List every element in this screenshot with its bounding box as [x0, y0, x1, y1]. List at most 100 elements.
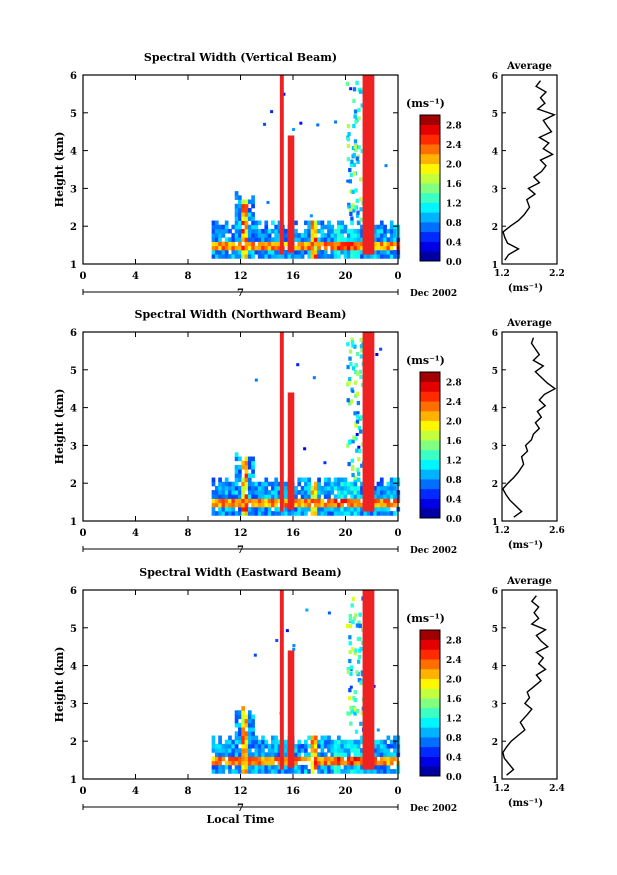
- heat-cell: [277, 748, 282, 753]
- heat-cell: [244, 739, 249, 745]
- heat-cell: [304, 756, 308, 762]
- heat-cell: [393, 477, 397, 483]
- average-title: Average: [506, 318, 552, 329]
- heat-cell: [386, 481, 391, 487]
- heat-cell: [297, 245, 302, 251]
- heat-cell: [383, 224, 387, 230]
- heat-cell: [346, 498, 351, 504]
- average-y-tick-label: 5: [492, 367, 498, 377]
- heat-cell: [264, 237, 269, 242]
- average-y-tick-label: 3: [492, 185, 498, 195]
- heat-cell: [247, 490, 252, 495]
- heat-cell: [211, 506, 216, 512]
- heat-cell: [304, 237, 308, 242]
- heat-cell: [373, 511, 378, 516]
- heat-cell: [376, 764, 381, 770]
- heat-cell: [333, 245, 338, 251]
- heat-cell: [379, 254, 384, 259]
- colorbar-tick-label: 0.8: [446, 219, 462, 229]
- heat-cell: [264, 506, 269, 512]
- heat-cell: [277, 760, 282, 766]
- heat-cell: [221, 494, 226, 499]
- x-axis-label: Local Time: [207, 813, 275, 826]
- heat-cell: [261, 241, 265, 247]
- heat-cell: [379, 511, 384, 516]
- heat-cell: [267, 752, 272, 757]
- average-y-tick-label: 4: [492, 663, 498, 673]
- heat-cell: [254, 764, 259, 770]
- heat-cell: [261, 764, 265, 770]
- heat-cell: [257, 254, 262, 259]
- heat-cell: [337, 228, 341, 234]
- heat-cell: [247, 477, 252, 483]
- heat-cell: [241, 228, 246, 234]
- heat-cell: [310, 764, 315, 770]
- heat-cell: [224, 739, 229, 745]
- average-x-label: (ms⁻¹): [508, 540, 543, 551]
- heat-cell: [300, 506, 305, 512]
- colorbar-step: [420, 727, 440, 738]
- heat-cell: [349, 665, 354, 670]
- heat-cell: [284, 237, 288, 242]
- heat-cell: [360, 670, 364, 675]
- heat-cell: [304, 498, 308, 504]
- heat-cell: [267, 254, 272, 259]
- heat-cell: [353, 245, 358, 251]
- heat-cell: [224, 498, 229, 504]
- heat-cell: [284, 760, 288, 766]
- heat-cell: [284, 490, 288, 495]
- heat-cell: [257, 249, 262, 255]
- heat-cell: [228, 756, 232, 762]
- colorbar-step: [420, 668, 440, 679]
- heat-cell: [340, 481, 345, 487]
- heat-cell: [251, 224, 255, 230]
- heat-cell: [257, 237, 262, 242]
- heat-cell: [317, 752, 321, 757]
- heat-cell: [234, 752, 239, 757]
- heat-cell: [389, 233, 394, 238]
- heat-cell: [352, 87, 357, 92]
- heat-cell: [356, 485, 361, 491]
- heat-cell: [263, 122, 267, 126]
- heat-cell: [317, 494, 321, 499]
- heat-cell: [379, 220, 384, 226]
- heat-cell: [343, 752, 348, 757]
- heat-cell: [244, 207, 249, 213]
- colorbar-tick-label: 1.2: [446, 200, 462, 210]
- colorbar-step: [420, 639, 440, 650]
- x-tick-label: 16: [286, 786, 300, 797]
- heat-cell: [218, 224, 222, 230]
- average-profile-line: [502, 595, 550, 776]
- heat-cell: [337, 249, 341, 255]
- colorbar-step: [420, 698, 440, 709]
- heat-cell: [274, 477, 279, 483]
- heat-cell: [300, 241, 305, 247]
- heat-cell: [389, 249, 394, 255]
- average-y-tick-label: 5: [492, 110, 498, 120]
- heat-cell: [224, 494, 229, 499]
- heat-cell: [313, 752, 318, 757]
- heat-cell: [310, 249, 315, 255]
- heat-cell: [271, 735, 275, 741]
- heat-cell: [267, 756, 272, 762]
- heat-cell: [218, 502, 222, 508]
- heat-cell: [389, 756, 394, 762]
- heat-cell: [297, 506, 302, 512]
- heat-cell: [379, 506, 384, 512]
- heat-cell: [337, 764, 341, 770]
- heat-cell: [337, 735, 341, 741]
- heat-cell: [379, 752, 384, 757]
- heat-cell: [294, 249, 298, 255]
- heat-cell: [300, 743, 305, 749]
- heat-cell: [280, 769, 285, 774]
- heat-cell: [304, 743, 308, 749]
- heat-cell: [320, 220, 325, 226]
- heat-cell: [351, 145, 356, 151]
- heat-cell: [221, 485, 226, 491]
- heat-cell: [333, 237, 338, 242]
- heat-cell: [271, 245, 275, 251]
- average-title: Average: [506, 576, 552, 587]
- heat-cell: [310, 498, 315, 504]
- heat-cell: [218, 245, 222, 251]
- heat-cell: [251, 469, 255, 474]
